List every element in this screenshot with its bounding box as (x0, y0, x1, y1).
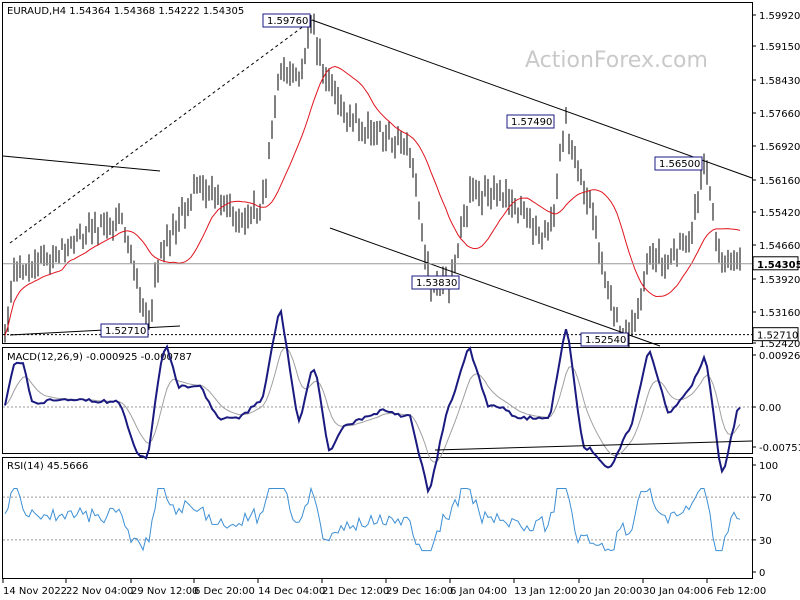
main-panel-header: EURAUD,H4 1.54364 1.54368 1.54222 1.5430… (7, 6, 244, 17)
time-tick-label: 6 Jan 04:00 (450, 586, 507, 597)
rsi-tick-label: 100 (759, 461, 778, 472)
price-plot: 1.59760 1.57490 1.56500 1.53830 1.52710 1.525… (2, 13, 753, 348)
annotation-text: 1.56500 (659, 159, 700, 170)
annotation-text: 1.52540 (585, 335, 626, 346)
annotation-text: 1.59760 (267, 16, 308, 27)
macd-tick-label: -0.007517 (759, 443, 800, 454)
price-annotation: 1.53830 (411, 275, 460, 290)
trendline-dashed (9, 19, 313, 244)
price-annotation: 1.57490 (506, 114, 555, 129)
price-annotation: 1.52540 (580, 332, 629, 347)
rsi-panel-header: RSI(14) 45.5666 (7, 461, 88, 472)
current-price-box (752, 256, 799, 271)
rsi-plot (3, 486, 752, 552)
time-tick-label: 14 Nov 2022 (3, 586, 67, 597)
macd-panel-frame (2, 347, 753, 454)
annotation-box (654, 156, 703, 171)
macd-trendline (434, 440, 753, 451)
annotation-box (580, 332, 629, 347)
trendline-channel-lower (329, 227, 661, 347)
axes: 1.59920 1.59150 1.58430 1.57660 1.56920 1.561… (2, 11, 800, 597)
price-tick-label: 1.56160 (759, 176, 800, 187)
trendline-descending (311, 19, 753, 179)
macd-panel-header: MACD(12,26,9) -0.000925 -0.000787 (7, 352, 192, 363)
macd-signal-line (4, 347, 741, 463)
main-panel-frame (2, 2, 753, 344)
rsi-tick-label: 30 (759, 536, 772, 547)
watermark: ActionForex.com (525, 48, 708, 73)
price-tick-label: 1.59920 (759, 11, 800, 22)
support-price-box (752, 327, 799, 342)
time-tick-label: 30 Jan 04:00 (643, 586, 706, 597)
price-tick-label: 1.56920 (759, 142, 800, 153)
time-tick-label: 21 Dec 12:00 (322, 586, 389, 597)
macd-plot (3, 308, 753, 495)
macd-tick-label: 0.00 (759, 403, 781, 414)
annotation-box (262, 13, 311, 28)
time-tick-label: 14 Dec 04:00 (258, 586, 325, 597)
price-annotation: 1.59760 (262, 13, 311, 28)
support-price-label: 1.52710 (757, 331, 798, 342)
price-tick-label: 1.54660 (759, 241, 800, 252)
price-tick-label: 1.57660 (759, 109, 800, 120)
price-tick-label: 1.58430 (759, 76, 800, 87)
annotation-text: 1.53830 (416, 278, 457, 289)
annotation-text: 1.57490 (511, 117, 552, 128)
trendline-support (9, 325, 181, 336)
time-tick-label: 29 Nov 12:00 (131, 586, 198, 597)
annotation-text: 1.52710 (105, 326, 146, 337)
annotation-box (506, 114, 555, 129)
price-tick-label: 1.55420 (759, 208, 800, 219)
annotation-box (100, 323, 149, 338)
trendline-upper-left (2, 155, 161, 172)
price-tick-label: 1.59150 (759, 42, 800, 53)
price-tick-label: 1.52420 (759, 339, 800, 350)
rsi-tick-label: 0 (759, 568, 765, 579)
rsi-tick-label: 70 (759, 493, 772, 504)
time-tick-label: 22 Nov 04:00 (66, 586, 133, 597)
price-annotation: 1.56500 (654, 156, 703, 171)
time-tick-label: 6 Dec 20:00 (194, 586, 255, 597)
time-tick-label: 20 Jan 20:00 (579, 586, 642, 597)
rsi-panel-frame (2, 457, 753, 579)
time-tick-label: 6 Feb 12:00 (707, 586, 766, 597)
macd-line (4, 308, 741, 495)
time-tick-label: 13 Jan 12:00 (514, 586, 577, 597)
price-annotation: 1.52710 (100, 323, 149, 338)
time-tick-label: 29 Dec 16:00 (386, 586, 453, 597)
rsi-line (4, 486, 741, 552)
current-price-label: 1.54305 (757, 260, 800, 271)
annotations: 1.59760 1.57490 1.56500 1.53830 1.52710 1.525… (100, 13, 703, 347)
price-tick-label: 1.53160 (759, 308, 800, 319)
macd-tick-label: 0.009263 (759, 351, 800, 362)
price-tick-label: 1.53920 (759, 275, 800, 286)
moving-average-line (4, 65, 741, 336)
annotation-box (411, 275, 460, 290)
